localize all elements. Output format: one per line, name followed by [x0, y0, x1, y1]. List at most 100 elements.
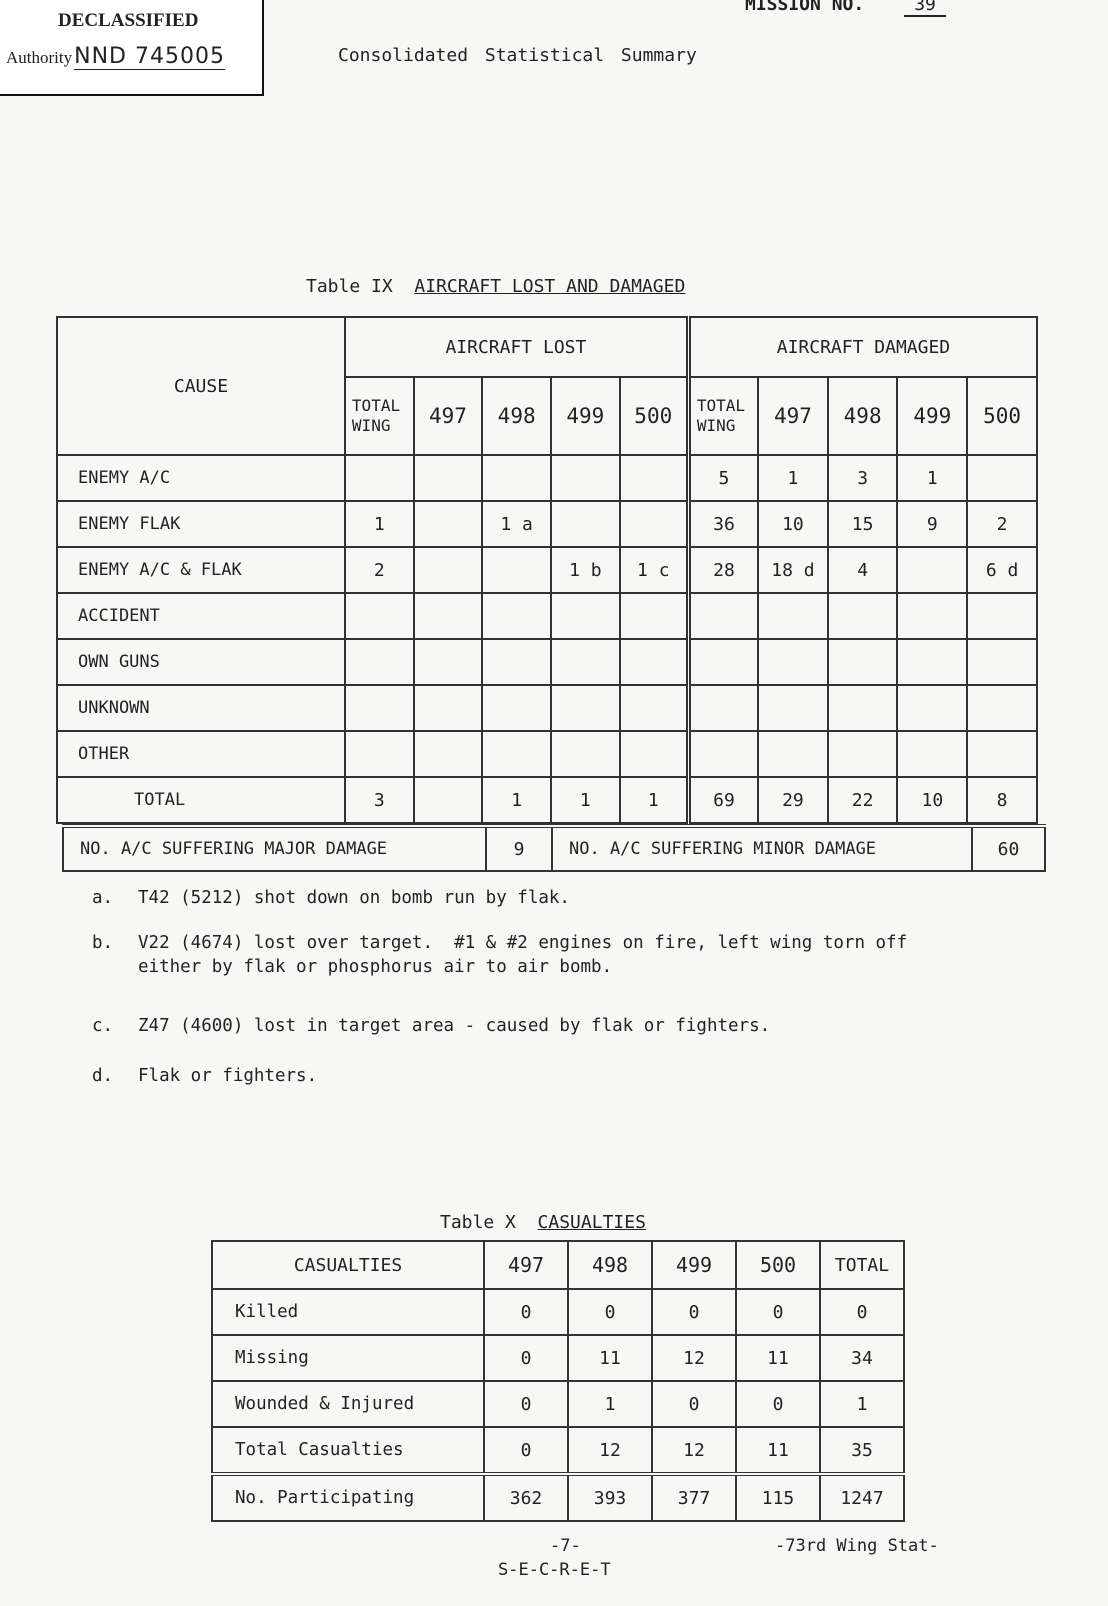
value-cell — [481, 546, 552, 594]
value-cell — [412, 638, 484, 686]
row-label: Total Casualties — [211, 1426, 485, 1475]
value-cell — [343, 592, 415, 640]
column-header: TOTAL WING — [687, 376, 760, 456]
value-cell: 11 — [735, 1334, 821, 1382]
value-cell: 362 — [483, 1472, 569, 1522]
value-cell: 0 — [651, 1288, 737, 1336]
cause-cell: OTHER — [56, 730, 346, 778]
row-label: Wounded & Injured — [211, 1380, 485, 1428]
column-header: 499 — [651, 1240, 737, 1290]
value-cell: 1 — [481, 776, 552, 824]
cause-cell: TOTAL — [56, 776, 346, 824]
value-cell — [481, 638, 552, 686]
row-label: Missing — [211, 1334, 485, 1382]
mission-number: MISSION NO. 39 — [745, 0, 946, 17]
cause-cell: ENEMY FLAK — [56, 500, 346, 548]
casualties-table: CASUALTIES 497 498 499 500 TOTAL Killed 0 0 0 0 0 Mi… — [211, 1240, 905, 1522]
value-cell — [826, 638, 899, 686]
value-cell: 28 — [687, 546, 760, 594]
cause-cell: OWN GUNS — [56, 638, 346, 686]
value-cell: 10 — [896, 776, 969, 824]
value-cell — [757, 592, 829, 640]
value-cell — [412, 454, 484, 502]
value-cell — [896, 638, 969, 686]
value-cell: 3 — [826, 454, 899, 502]
value-cell: 2 — [966, 500, 1038, 548]
cause-cell: ENEMY A/C & FLAK — [56, 546, 346, 594]
column-header: 499 — [896, 376, 969, 456]
value-cell: 0 — [567, 1288, 653, 1336]
table-row: ENEMY FLAK 1 1 a 36 10 15 9 2 — [56, 500, 1038, 548]
value-cell: 377 — [651, 1472, 737, 1522]
value-cell: 0 — [735, 1288, 821, 1336]
value-cell: 12 — [651, 1334, 737, 1382]
value-cell — [618, 454, 691, 502]
footnote-key: b. — [92, 933, 114, 953]
table-row: ACCIDENT — [56, 592, 1038, 640]
footnote-text: Flak or fighters. — [138, 1066, 318, 1086]
value-cell — [826, 730, 899, 778]
value-cell — [549, 500, 621, 548]
value-cell — [826, 592, 899, 640]
column-header: 497 — [757, 376, 829, 456]
value-cell — [896, 592, 969, 640]
value-cell: 12 — [567, 1426, 653, 1475]
stamp-authority-label: Authority — [6, 48, 73, 67]
table10-caption: Table X CASUALTIES — [440, 1212, 646, 1233]
value-cell — [896, 730, 969, 778]
value-cell: 0 — [483, 1426, 569, 1475]
mission-value: 39 — [904, 0, 946, 17]
value-cell — [343, 730, 415, 778]
value-cell — [618, 592, 691, 640]
lost-header: AIRCRAFT LOST — [343, 316, 691, 378]
value-cell — [412, 500, 484, 548]
footnote-key: a. — [92, 888, 114, 908]
value-cell — [896, 684, 969, 732]
column-header: 500 — [735, 1240, 821, 1290]
cause-cell: ENEMY A/C — [56, 454, 346, 502]
table-row: Total Casualties 0 12 12 11 35 — [211, 1426, 905, 1475]
minor-damage-label: NO. A/C SUFFERING MINOR DAMAGE — [551, 824, 973, 872]
value-cell — [549, 730, 621, 778]
value-cell — [343, 454, 415, 502]
value-cell: 22 — [826, 776, 899, 824]
value-cell: 10 — [757, 500, 829, 548]
value-cell: 6 d — [966, 546, 1038, 594]
value-cell: 34 — [819, 1334, 905, 1382]
value-cell: 11 — [567, 1334, 653, 1382]
row-label: No. Participating — [211, 1472, 485, 1522]
value-cell: 1 c — [618, 546, 691, 594]
table-row: ENEMY A/C 5 1 3 1 — [56, 454, 1038, 502]
continuation-marker: -73rd Wing Stat- — [775, 1536, 939, 1556]
table9-caption: Table IX AIRCRAFT LOST AND DAMAGED — [306, 276, 686, 297]
value-cell — [549, 454, 621, 502]
footnote-key: c. — [92, 1016, 114, 1036]
value-cell — [966, 638, 1038, 686]
cause-cell: UNKNOWN — [56, 684, 346, 732]
value-cell — [343, 684, 415, 732]
damage-summary-row: NO. A/C SUFFERING MAJOR DAMAGE 9 NO. A/C… — [62, 824, 1046, 872]
value-cell: 36 — [687, 500, 760, 548]
value-cell: 1 — [618, 776, 691, 824]
value-cell — [549, 638, 621, 686]
value-cell — [618, 684, 691, 732]
value-cell — [687, 684, 760, 732]
value-cell: 35 — [819, 1426, 905, 1475]
page-number: -7- — [550, 1536, 581, 1556]
value-cell: 3 — [343, 776, 415, 824]
value-cell: 0 — [651, 1380, 737, 1428]
value-cell: 5 — [687, 454, 760, 502]
major-damage-label: NO. A/C SUFFERING MAJOR DAMAGE — [62, 824, 487, 872]
value-cell — [481, 684, 552, 732]
value-cell — [412, 592, 484, 640]
value-cell — [618, 730, 691, 778]
value-cell: 115 — [735, 1472, 821, 1522]
value-cell: 4 — [826, 546, 899, 594]
column-header: TOTAL WING — [343, 376, 415, 456]
damaged-header: AIRCRAFT DAMAGED — [687, 316, 1038, 378]
page-title: Consolidated Statistical Summary — [338, 45, 697, 66]
value-cell — [757, 730, 829, 778]
column-header: 500 — [966, 376, 1038, 456]
value-cell: 29 — [757, 776, 829, 824]
